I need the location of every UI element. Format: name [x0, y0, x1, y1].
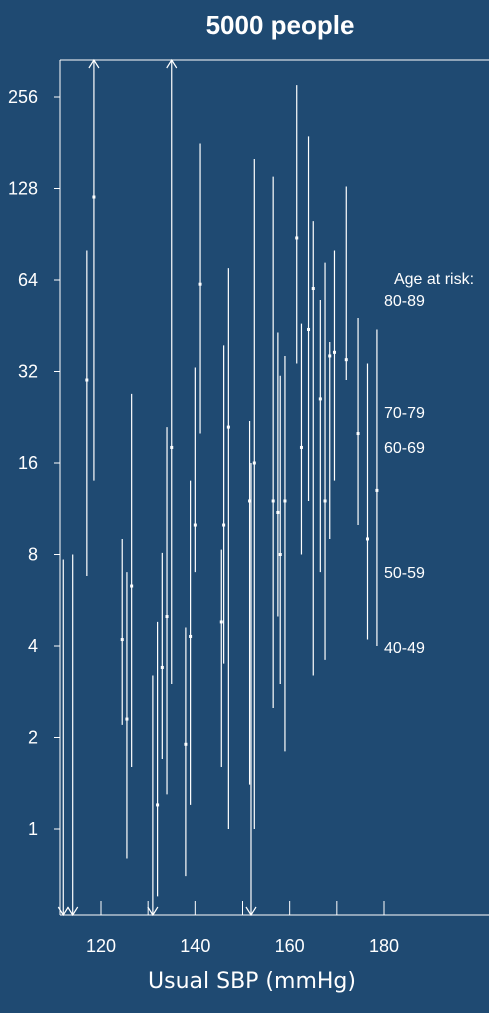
data-point	[222, 523, 226, 527]
data-point	[295, 236, 299, 240]
y-tick-label: 256	[8, 87, 38, 107]
data-point	[165, 615, 169, 619]
data-point	[276, 510, 280, 514]
data-point	[356, 432, 360, 436]
legend-item: 80-89	[384, 293, 425, 310]
data-point	[311, 287, 315, 291]
data-point	[332, 350, 336, 354]
legend-title: Age at risk:	[394, 271, 474, 288]
data-point	[198, 282, 202, 286]
data-point	[130, 584, 134, 588]
x-tick-label: 120	[86, 936, 116, 956]
data-point	[193, 523, 197, 527]
y-tick-label: 8	[28, 545, 38, 565]
legend-item: 50-59	[384, 565, 425, 582]
y-tick-label: 2	[28, 728, 38, 748]
data-point	[184, 742, 188, 746]
x-tick-label: 140	[180, 936, 210, 956]
data-point	[252, 461, 256, 465]
error-bar-up-arrow	[166, 58, 178, 69]
data-point	[307, 327, 311, 331]
error-bar-down-arrow	[245, 906, 257, 917]
y-tick-label: 64	[18, 270, 38, 290]
data-point	[160, 665, 164, 669]
data-point	[92, 195, 96, 199]
data-point	[226, 425, 230, 429]
data-point	[375, 488, 379, 492]
error-bar-up-arrow	[88, 58, 100, 69]
legend-item: 60-69	[384, 440, 425, 457]
data-point	[344, 358, 348, 362]
data-point	[283, 499, 287, 503]
data-point	[248, 499, 252, 503]
data-point	[318, 397, 322, 401]
x-axis-label: Usual SBP (mmHg)	[148, 969, 356, 994]
data-point	[125, 717, 129, 721]
legend-item: 40-49	[384, 640, 425, 657]
error-bar-down-arrow	[57, 906, 69, 917]
data-point	[299, 445, 303, 449]
y-tick-label: 128	[8, 179, 38, 199]
y-tick-label: 4	[28, 636, 38, 656]
data-point	[219, 620, 223, 624]
legend-item: 70-79	[384, 405, 425, 422]
data-point	[365, 537, 369, 541]
x-tick-label: 160	[275, 936, 305, 956]
error-bar-down-arrow	[67, 906, 79, 917]
y-tick-label: 1	[28, 819, 38, 839]
x-tick-label: 180	[369, 936, 399, 956]
data-point	[271, 499, 275, 503]
data-point	[323, 499, 327, 503]
data-point	[278, 553, 282, 556]
data-point	[189, 634, 193, 638]
data-point	[85, 378, 89, 382]
data-point	[170, 445, 174, 449]
error-bar-down-arrow	[147, 906, 159, 917]
data-point	[156, 803, 160, 807]
y-tick-label: 32	[18, 362, 38, 382]
chart-title: 5000 people	[206, 10, 355, 40]
data-point	[328, 354, 332, 358]
y-tick-label: 16	[18, 453, 38, 473]
data-point	[120, 638, 124, 642]
